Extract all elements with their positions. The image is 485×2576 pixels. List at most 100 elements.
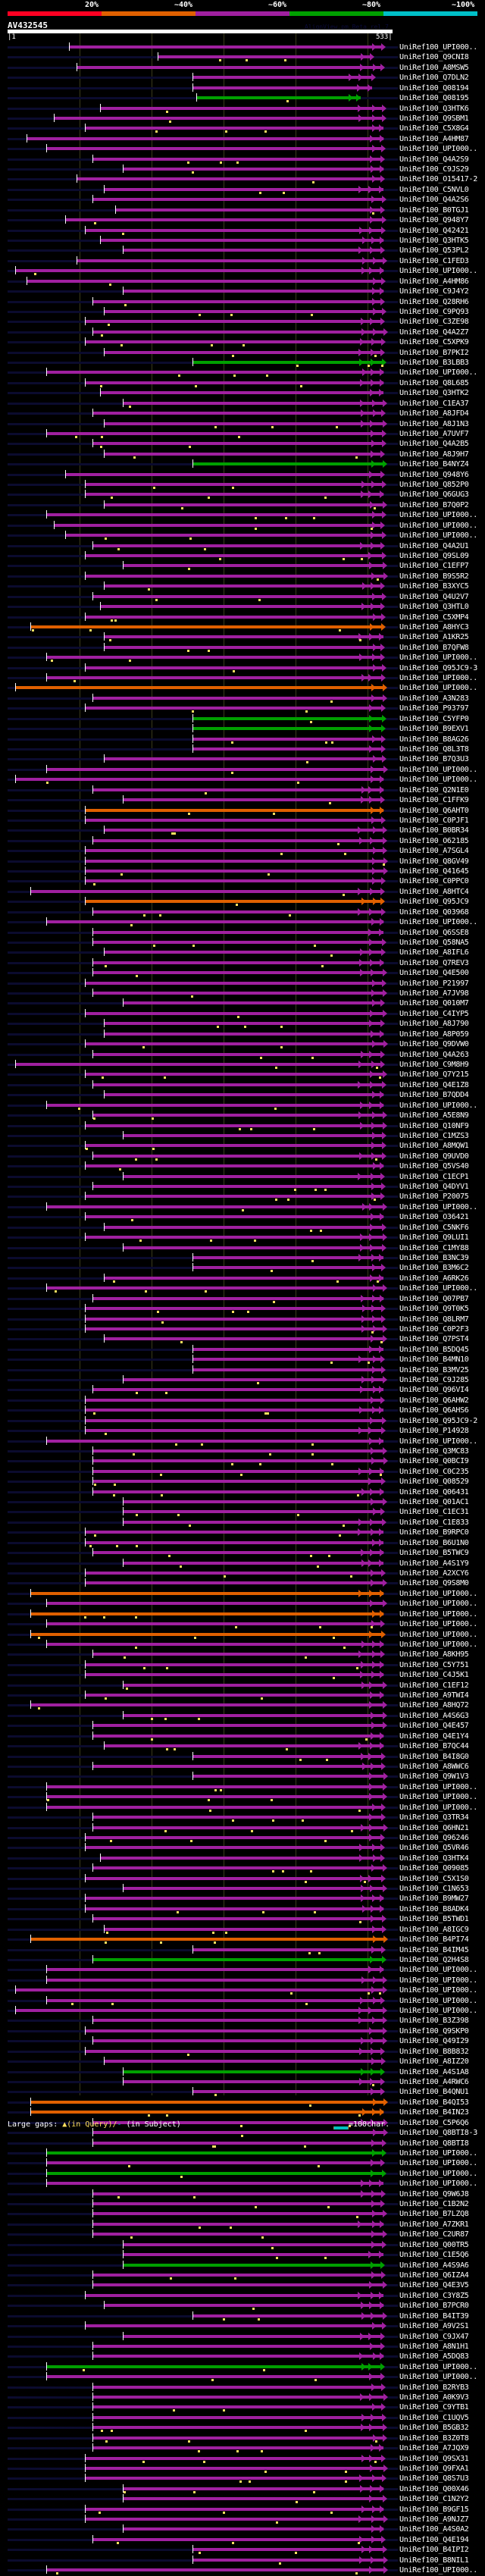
hit-row[interactable]: UniRef100_A1KR25	[0, 632, 485, 642]
hit-label[interactable]: UniRef100_A8WWC6	[399, 1762, 469, 1771]
hit-label[interactable]: UniRef100_A8KH95	[399, 1650, 469, 1659]
hit-alignment-bar[interactable]	[45, 371, 383, 374]
hit-label[interactable]: UniRef100_Q49I29	[399, 2037, 469, 2046]
hit-label[interactable]: UniRef100_UPI000..	[399, 2180, 477, 2189]
hit-alignment-bar[interactable]	[84, 1398, 383, 1402]
hit-alignment-bar[interactable]	[45, 1642, 383, 1646]
hit-label[interactable]: UniRef100_C1EC31	[399, 1508, 469, 1517]
hit-label[interactable]: UniRef100_Q4E1Z8	[399, 1080, 469, 1089]
hit-label[interactable]: UniRef100_Q6AHS6	[399, 1406, 469, 1415]
hit-label[interactable]: UniRef100_B4PI74	[399, 1935, 469, 1945]
hit-row[interactable]: UniRef100_C1E833	[0, 1517, 485, 1528]
hit-alignment-bar[interactable]	[92, 1724, 383, 1728]
hit-label[interactable]: UniRef100_Q2N1E0	[399, 785, 469, 794]
hit-row[interactable]: UniRef100_Q9FXA1	[0, 2463, 485, 2474]
hit-row[interactable]: UniRef100_UPI000..	[0, 1802, 485, 1813]
hit-row[interactable]: UniRef100_Q07PB7	[0, 1293, 485, 1304]
hit-alignment-bar[interactable]	[192, 1266, 383, 1270]
hit-row[interactable]: UniRef100_C5NVL0	[0, 184, 485, 195]
hit-alignment-bar[interactable]	[192, 1255, 383, 1259]
hit-label[interactable]: UniRef100_C3Y8Z5	[399, 2291, 469, 2300]
hit-label[interactable]: UniRef100_B3Z398	[399, 2017, 469, 2026]
hit-label[interactable]: UniRef100_C1B2N2	[399, 2200, 469, 2209]
hit-alignment-bar[interactable]	[192, 727, 383, 731]
hit-label[interactable]: UniRef100_Q4E500	[399, 969, 469, 978]
hit-row[interactable]: UniRef100_B4I8G0	[0, 1751, 485, 1762]
hit-label[interactable]: UniRef100_C0PJF1	[399, 816, 469, 825]
hit-alignment-bar[interactable]	[84, 707, 383, 710]
hit-row[interactable]: UniRef100_C3Y8Z5	[0, 2290, 485, 2301]
hit-alignment-bar[interactable]	[92, 2212, 383, 2216]
hit-row[interactable]: UniRef100_UPI000..	[0, 1639, 485, 1650]
hit-alignment-bar[interactable]	[45, 1968, 383, 1972]
hit-row[interactable]: UniRef100_B3NC39	[0, 1252, 485, 1263]
hit-alignment-bar[interactable]	[65, 218, 383, 222]
hit-alignment-bar[interactable]	[104, 1032, 383, 1036]
hit-alignment-bar[interactable]	[45, 2161, 383, 2165]
hit-alignment-bar[interactable]	[123, 2487, 383, 2490]
hit-row[interactable]: UniRef100_O62185	[0, 835, 485, 846]
hit-label[interactable]: UniRef100_A4S0A2	[399, 2525, 469, 2534]
hit-alignment-bar[interactable]	[92, 1185, 383, 1189]
hit-alignment-bar[interactable]	[92, 961, 383, 964]
hit-row[interactable]: UniRef100_Q4A2S6	[0, 195, 485, 205]
hit-alignment-bar[interactable]	[92, 2396, 383, 2399]
hit-alignment-bar[interactable]	[92, 2202, 383, 2206]
hit-alignment-bar[interactable]	[45, 2375, 383, 2379]
hit-row[interactable]: UniRef100_C1ECP1	[0, 1171, 485, 1182]
hit-row[interactable]: UniRef100_Q03968	[0, 907, 485, 917]
hit-label[interactable]: UniRef100_C9J285	[399, 1376, 469, 1385]
hit-row[interactable]: UniRef100_UPI000..	[0, 1100, 485, 1111]
hit-alignment-bar[interactable]	[92, 2019, 383, 2023]
hit-row[interactable]: UniRef100_A4HM86	[0, 276, 485, 287]
hit-row[interactable]: UniRef100_Q41645	[0, 867, 485, 876]
hit-row[interactable]: UniRef100_A4HM87	[0, 133, 485, 144]
hit-row[interactable]: UniRef100_C9JX47	[0, 2331, 485, 2342]
hit-label[interactable]: UniRef100_UPI000..	[399, 1976, 477, 1985]
hit-row[interactable]: UniRef100_C0C235	[0, 1466, 485, 1477]
hit-row[interactable]: UniRef100_Q9W1V3	[0, 1772, 485, 1782]
hit-row[interactable]: UniRef100_Q4A2U1	[0, 541, 485, 551]
hit-label[interactable]: UniRef100_C2UR87	[399, 2230, 469, 2239]
hit-alignment-bar[interactable]	[84, 2477, 383, 2480]
hit-alignment-bar[interactable]	[84, 1540, 383, 1544]
hit-alignment-bar[interactable]	[92, 2222, 383, 2226]
hit-row[interactable]: UniRef100_B4NYZ4	[0, 459, 485, 469]
hit-label[interactable]: UniRef100_Q03968	[399, 907, 469, 917]
hit-alignment-bar[interactable]	[84, 1907, 383, 1910]
hit-alignment-bar[interactable]	[99, 605, 383, 609]
hit-label[interactable]: UniRef100_C0C235	[399, 1467, 469, 1476]
hit-row[interactable]: UniRef100_A4S0A2	[0, 2524, 485, 2534]
hit-row[interactable]: UniRef100_A6RK26	[0, 1273, 485, 1283]
hit-alignment-bar[interactable]	[123, 2070, 383, 2073]
hit-alignment-bar[interactable]	[92, 2385, 383, 2389]
hit-label[interactable]: UniRef100_Q8GV49	[399, 857, 469, 866]
hit-alignment-bar[interactable]	[84, 2466, 383, 2470]
hit-alignment-bar[interactable]	[45, 656, 383, 660]
hit-label[interactable]: UniRef100_A8IGC9	[399, 1925, 469, 1934]
hit-alignment-bar[interactable]	[92, 2131, 383, 2135]
hit-alignment-bar[interactable]	[123, 1174, 383, 1178]
hit-label[interactable]: UniRef100_UPI000..	[399, 43, 477, 52]
hit-label[interactable]: UniRef100_UPI000..	[399, 674, 477, 683]
hit-alignment-bar[interactable]	[123, 2263, 383, 2267]
hit-row[interactable]: UniRef100_Q4A2S9	[0, 154, 485, 165]
hit-row[interactable]: UniRef100_C1E5Q6	[0, 2250, 485, 2260]
hit-row[interactable]: UniRef100_UPI000..	[0, 1283, 485, 1293]
hit-label[interactable]: UniRef100_Q4A2U1	[399, 541, 469, 550]
hit-label[interactable]: UniRef100_UPI000..	[399, 1437, 477, 1446]
hit-row[interactable]: UniRef100_A2XCY6	[0, 1568, 485, 1578]
hit-row[interactable]: UniRef100_A3N283	[0, 693, 485, 704]
hit-label[interactable]: UniRef100_Q9W1V3	[399, 1772, 469, 1782]
hit-alignment-bar[interactable]	[53, 523, 383, 527]
hit-alignment-bar[interactable]	[99, 106, 383, 110]
hit-alignment-bar[interactable]	[192, 1368, 383, 1371]
hit-label[interactable]: UniRef100_UPI000..	[399, 1966, 477, 1975]
hit-alignment-bar[interactable]	[84, 2049, 383, 2053]
hit-label[interactable]: UniRef100_Q95JC9-2	[399, 1416, 477, 1425]
hit-row[interactable]: UniRef100_UPI000..	[0, 1792, 485, 1802]
hit-label[interactable]: UniRef100_A8J790	[399, 1020, 469, 1029]
hit-row[interactable]: UniRef100_Q9SX31	[0, 2453, 485, 2464]
hit-row[interactable]: UniRef100_Q01AC1	[0, 1497, 485, 1507]
hit-row[interactable]: UniRef100_UPI000..	[0, 520, 485, 531]
